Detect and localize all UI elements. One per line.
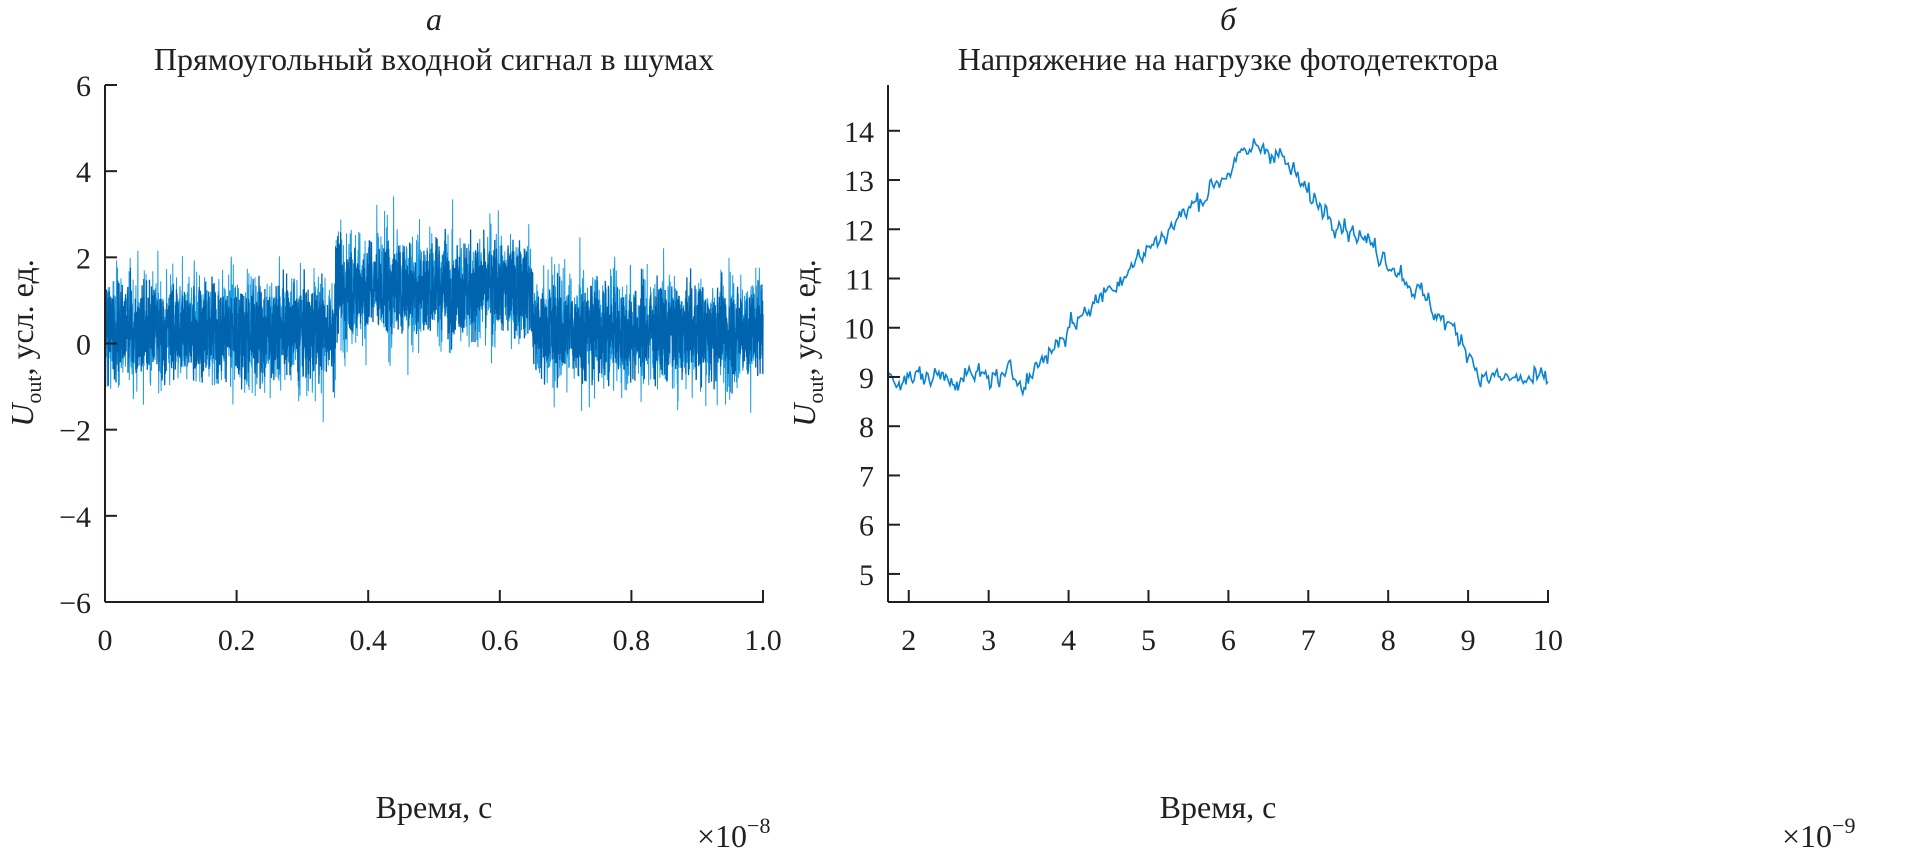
chart-b-x-multiplier: ×10−9 xyxy=(1782,813,1855,854)
chart-a-x-multiplier-exp: −8 xyxy=(747,813,770,838)
y-tick-label: 6 xyxy=(859,510,874,543)
y-tick-label: 2 xyxy=(76,242,91,275)
y-tick-label: 12 xyxy=(844,214,874,247)
chart-b-title: Напряжение на нагрузке фотодетектора xyxy=(958,41,1499,77)
chart-b-series xyxy=(887,138,1549,398)
y-tick-label: 10 xyxy=(844,313,874,346)
chart-b-y-label-main: U xyxy=(786,402,822,427)
x-tick-label: 8 xyxy=(1381,624,1396,657)
chart-a-y-label-rest: , усл. ед. xyxy=(4,259,40,375)
chart-a-y-label-main: U xyxy=(4,402,40,427)
y-tick-label: 14 xyxy=(844,116,874,149)
x-tick-label: 2 xyxy=(901,624,916,657)
panel-label-b: б xyxy=(1220,1,1237,37)
y-tick-label: 11 xyxy=(845,264,874,297)
x-tick-label: 0.8 xyxy=(613,624,651,657)
y-tick-label: 8 xyxy=(859,411,874,444)
y-tick-label: 6 xyxy=(76,70,91,103)
chart-b-x-multiplier-exp: −9 xyxy=(1832,813,1855,838)
x-tick-label: 7 xyxy=(1301,624,1316,657)
y-tick-label: −6 xyxy=(59,587,91,620)
chart-a-title: Прямоугольный входной сигнал в шумах xyxy=(154,41,714,77)
y-tick-label: −4 xyxy=(59,501,91,534)
chart-b-y-label-rest: , усл. ед. xyxy=(786,259,822,375)
x-tick-label: 5 xyxy=(1141,624,1156,657)
y-tick-label: 4 xyxy=(76,156,91,189)
chart-b: б Напряжение на нагрузке фотодетектора 2… xyxy=(786,1,1855,854)
chart-b-y-label: Uout, усл. ед. xyxy=(786,259,828,426)
x-tick-label: 0.6 xyxy=(481,624,519,657)
chart-a-x-multiplier: ×10−8 xyxy=(697,813,770,854)
chart-a-x-multiplier-base: ×10 xyxy=(697,818,747,854)
chart-a-y-label-sub: out xyxy=(21,376,46,404)
y-tick-label: 0 xyxy=(76,329,91,362)
y-tick-label: 13 xyxy=(844,165,874,198)
chart-a: а Прямоугольный входной сигнал в шумах 0… xyxy=(4,1,782,854)
chart-a-y-label: Uout, усл. ед. xyxy=(4,259,46,426)
x-tick-label: 9 xyxy=(1461,624,1476,657)
x-tick-label: 6 xyxy=(1221,624,1236,657)
panel-label-a: а xyxy=(426,1,442,37)
chart-b-x-label: Время, с xyxy=(1160,789,1277,825)
x-tick-label: 10 xyxy=(1533,624,1563,657)
x-tick-label: 0 xyxy=(98,624,113,657)
x-tick-label: 4 xyxy=(1061,624,1076,657)
y-tick-label: 5 xyxy=(859,559,874,592)
x-tick-label: 1.0 xyxy=(744,624,782,657)
x-tick-label: 0.4 xyxy=(349,624,387,657)
chart-a-x-label: Время, с xyxy=(376,789,493,825)
chart-a-series xyxy=(104,196,764,423)
chart-a-signal-line xyxy=(104,228,764,394)
y-tick-label: 7 xyxy=(859,460,874,493)
y-tick-label: −2 xyxy=(59,415,91,448)
chart-b-signal-line xyxy=(887,138,1549,398)
x-tick-label: 0.2 xyxy=(218,624,256,657)
chart-b-x-multiplier-base: ×10 xyxy=(1782,818,1832,854)
y-tick-label: 9 xyxy=(859,362,874,395)
x-tick-label: 3 xyxy=(981,624,996,657)
chart-b-y-label-sub: out xyxy=(803,376,828,404)
